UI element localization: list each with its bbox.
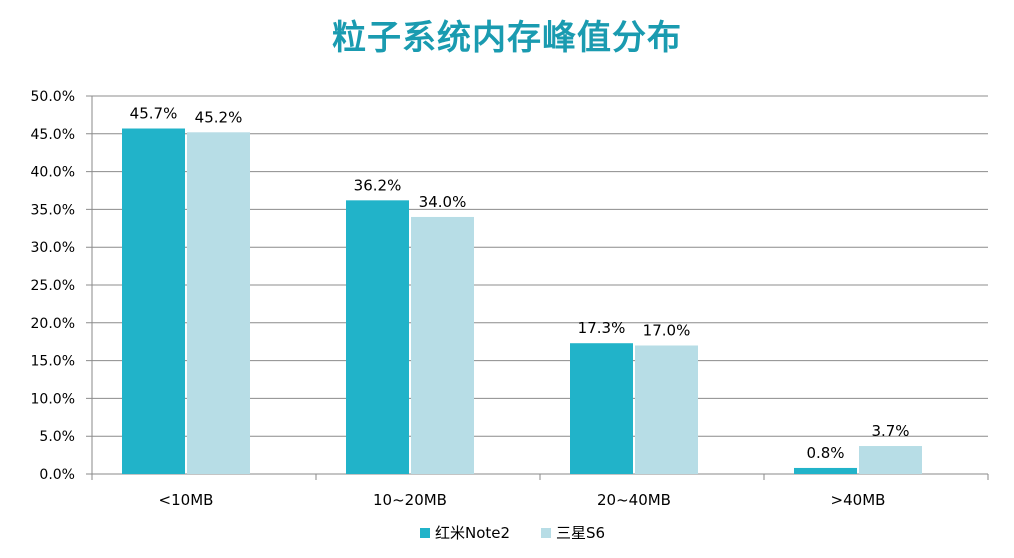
bar-redmi-note2 <box>570 343 633 474</box>
y-tick-label: 50.0% <box>31 89 75 105</box>
x-category-label: 20~40MB <box>597 491 671 509</box>
y-tick-label: 35.0% <box>31 202 75 218</box>
y-tick-label: 10.0% <box>31 391 75 407</box>
x-category-label: 10~20MB <box>373 491 447 509</box>
x-category-label: <10MB <box>159 491 214 509</box>
legend-swatch <box>420 528 430 538</box>
y-axis: 0.0% 5.0% 10.0% 15.0% 20.0% 25.0% 30.0% 35.0% 40… <box>31 89 93 483</box>
y-tick-label: 25.0% <box>31 278 75 294</box>
data-label: 45.7% <box>130 105 178 123</box>
bar-redmi-note2 <box>346 200 409 474</box>
bar-redmi-note2 <box>122 128 185 474</box>
y-tick-label: 45.0% <box>31 127 75 143</box>
data-labels: 45.7% 45.2% 36.2% 34.0% 17.3% 17.0% 0.8% 3.7% <box>130 105 910 462</box>
data-label: 3.7% <box>871 422 909 440</box>
bar-samsung-s6 <box>411 216 474 474</box>
data-label: 36.2% <box>354 176 402 194</box>
bar-redmi-note2 <box>794 467 857 474</box>
x-category-label: >40MB <box>831 491 886 509</box>
y-tick-label: 15.0% <box>31 354 75 370</box>
y-tick-label: 5.0% <box>39 429 75 445</box>
x-axis: <10MB 10~20MB 20~40MB >40MB <box>91 474 989 509</box>
data-label: 0.8% <box>806 444 844 462</box>
bar-samsung-s6 <box>635 345 698 474</box>
y-tick-label: 30.0% <box>31 240 75 256</box>
y-tick-label: 40.0% <box>31 165 75 181</box>
y-tick-label: 0.0% <box>39 467 75 483</box>
legend-label: 红米Note2 <box>435 524 510 542</box>
legend: 红米Note2 三星S6 <box>420 524 605 542</box>
data-label: 34.0% <box>419 193 467 211</box>
bar-samsung-s6 <box>187 132 250 474</box>
y-tick-label: 20.0% <box>31 316 75 332</box>
chart-title: 粒子系统内存峰值分布 <box>332 18 682 58</box>
data-label: 17.0% <box>643 321 691 339</box>
data-label: 45.2% <box>195 108 243 126</box>
data-label: 17.3% <box>578 319 626 337</box>
legend-swatch <box>541 528 551 538</box>
bar-samsung-s6 <box>859 446 922 474</box>
bars <box>122 128 922 474</box>
legend-label: 三星S6 <box>556 524 605 542</box>
